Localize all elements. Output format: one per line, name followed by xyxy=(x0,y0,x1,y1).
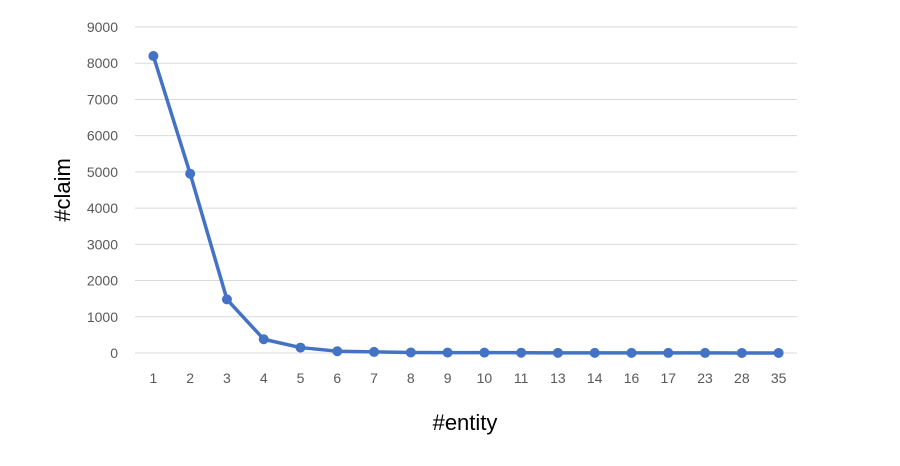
x-tick-label: 10 xyxy=(477,370,493,386)
y-tick-label: 3000 xyxy=(87,236,118,252)
data-point xyxy=(773,347,784,358)
x-tick-label: 35 xyxy=(771,370,787,386)
x-tick-labels: 1 2 3 4 5 6 7 8 9 10 11 13 14 16 17 23 28 35 xyxy=(149,370,786,386)
data-point xyxy=(295,342,306,353)
x-tick-label: 23 xyxy=(697,370,713,386)
x-tick-label: 8 xyxy=(407,370,415,386)
data-point xyxy=(405,347,416,358)
data-point xyxy=(221,294,232,305)
x-tick-label: 28 xyxy=(734,370,750,386)
x-tick-label: 6 xyxy=(333,370,341,386)
x-tick-label: 16 xyxy=(624,370,640,386)
data-point xyxy=(369,346,380,357)
y-tick-labels: 0 1000 2000 3000 4000 5000 6000 7000 8000 9000 xyxy=(87,19,118,361)
y-tick-label: 6000 xyxy=(87,128,118,144)
data-point xyxy=(589,347,600,358)
series-group xyxy=(148,50,784,358)
x-tick-label: 9 xyxy=(444,370,452,386)
x-tick-label: 17 xyxy=(660,370,676,386)
y-tick-label: 2000 xyxy=(87,273,118,289)
x-tick-label: 14 xyxy=(587,370,603,386)
data-point xyxy=(736,347,747,358)
x-tick-label: 13 xyxy=(550,370,566,386)
y-tick-label: 4000 xyxy=(87,200,118,216)
data-point xyxy=(663,347,674,358)
x-tick-label: 11 xyxy=(514,370,529,386)
x-axis-title: #entity xyxy=(433,410,498,435)
x-tick-label: 1 xyxy=(149,370,157,386)
x-tick-label: 3 xyxy=(223,370,231,386)
data-point xyxy=(332,346,343,357)
x-tick-label: 5 xyxy=(297,370,305,386)
data-point xyxy=(552,347,563,358)
y-tick-label: 9000 xyxy=(87,19,118,35)
data-point xyxy=(148,50,159,61)
y-tick-label: 5000 xyxy=(87,164,118,180)
y-axis-title: #claim xyxy=(50,158,75,222)
y-tick-label: 7000 xyxy=(87,91,118,107)
y-tick-label: 0 xyxy=(110,345,118,361)
x-tick-label: 2 xyxy=(186,370,194,386)
data-point xyxy=(185,168,196,179)
gridlines xyxy=(135,26,797,354)
data-point xyxy=(258,334,269,345)
x-tick-label: 7 xyxy=(370,370,378,386)
y-tick-label: 1000 xyxy=(87,309,118,325)
series-line xyxy=(151,55,779,355)
data-point xyxy=(442,347,453,358)
y-tick-label: 8000 xyxy=(87,55,118,71)
data-point xyxy=(479,347,490,358)
data-point xyxy=(516,347,527,358)
data-point xyxy=(626,347,637,358)
x-tick-label: 4 xyxy=(260,370,268,386)
data-point xyxy=(700,347,711,358)
